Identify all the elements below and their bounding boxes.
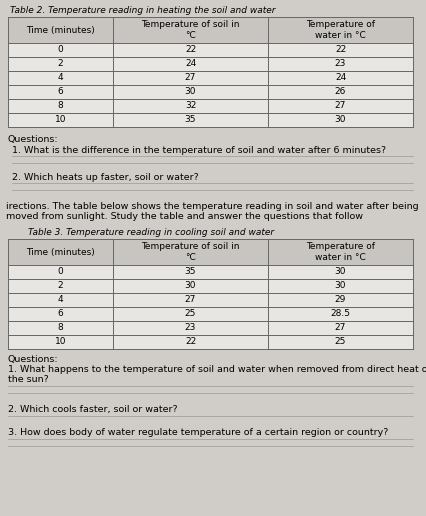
- Text: 2. Which heats up faster, soil or water?: 2. Which heats up faster, soil or water?: [12, 173, 198, 182]
- Text: 2: 2: [58, 282, 63, 291]
- Text: Temperature of
water in °C: Temperature of water in °C: [305, 243, 374, 262]
- Bar: [8, 85, 412, 99]
- Text: 25: 25: [184, 310, 196, 318]
- Text: 4: 4: [58, 73, 63, 83]
- Text: 4: 4: [58, 296, 63, 304]
- Text: 6: 6: [58, 88, 63, 96]
- Text: Temperature of soil in
°C: Temperature of soil in °C: [141, 20, 239, 40]
- Text: 27: 27: [184, 73, 196, 83]
- Bar: [8, 17, 412, 43]
- Text: 0: 0: [58, 45, 63, 55]
- Text: 23: 23: [334, 59, 345, 69]
- Bar: [8, 71, 412, 85]
- Text: 8: 8: [58, 324, 63, 332]
- Text: 27: 27: [334, 102, 345, 110]
- Text: 24: 24: [184, 59, 196, 69]
- Text: 0: 0: [58, 267, 63, 277]
- Text: 27: 27: [334, 324, 345, 332]
- Bar: [8, 113, 412, 127]
- Text: 35: 35: [184, 116, 196, 124]
- Text: 29: 29: [334, 296, 345, 304]
- Text: 32: 32: [184, 102, 196, 110]
- Text: Time (minutes): Time (minutes): [26, 248, 95, 256]
- Text: 6: 6: [58, 310, 63, 318]
- Text: 24: 24: [334, 73, 345, 83]
- Text: 30: 30: [184, 88, 196, 96]
- Text: Temperature of
water in °C: Temperature of water in °C: [305, 20, 374, 40]
- Bar: [8, 307, 412, 321]
- Text: 10: 10: [55, 116, 66, 124]
- Text: 10: 10: [55, 337, 66, 347]
- Text: 35: 35: [184, 267, 196, 277]
- Text: 28.5: 28.5: [330, 310, 350, 318]
- Text: 30: 30: [184, 282, 196, 291]
- Text: 22: 22: [334, 45, 345, 55]
- Text: Questions:: Questions:: [8, 135, 58, 144]
- Bar: [8, 293, 412, 307]
- Bar: [8, 99, 412, 113]
- Text: 26: 26: [334, 88, 345, 96]
- Bar: [8, 265, 412, 279]
- Text: 23: 23: [184, 324, 196, 332]
- Text: 8: 8: [58, 102, 63, 110]
- Text: 22: 22: [184, 337, 196, 347]
- Text: Time (minutes): Time (minutes): [26, 25, 95, 35]
- Text: Table 2. Temperature reading in heating the soil and water: Table 2. Temperature reading in heating …: [10, 6, 275, 15]
- Text: irections. The table below shows the temperature reading in soil and water after: irections. The table below shows the tem…: [6, 202, 417, 221]
- Bar: [8, 321, 412, 335]
- Bar: [8, 279, 412, 293]
- Text: 1. What is the difference in the temperature of soil and water after 6 minutes?: 1. What is the difference in the tempera…: [12, 146, 385, 155]
- Text: Temperature of soil in
°C: Temperature of soil in °C: [141, 243, 239, 262]
- Text: 30: 30: [334, 282, 345, 291]
- Bar: [8, 335, 412, 349]
- Text: 30: 30: [334, 116, 345, 124]
- Text: 1. What happens to the temperature of soil and water when removed from direct he: 1. What happens to the temperature of so…: [8, 365, 426, 384]
- Bar: [8, 43, 412, 57]
- Text: Questions:: Questions:: [8, 355, 58, 364]
- Bar: [8, 239, 412, 265]
- Text: 27: 27: [184, 296, 196, 304]
- Text: Table 3. Temperature reading in cooling soil and water: Table 3. Temperature reading in cooling …: [28, 228, 273, 237]
- Text: 25: 25: [334, 337, 345, 347]
- Text: 22: 22: [184, 45, 196, 55]
- Text: 2: 2: [58, 59, 63, 69]
- Bar: [8, 57, 412, 71]
- Text: 3. How does body of water regulate temperature of a certain region or country?: 3. How does body of water regulate tempe…: [8, 428, 388, 437]
- Text: 30: 30: [334, 267, 345, 277]
- Text: 2. Which cools faster, soil or water?: 2. Which cools faster, soil or water?: [8, 405, 177, 414]
